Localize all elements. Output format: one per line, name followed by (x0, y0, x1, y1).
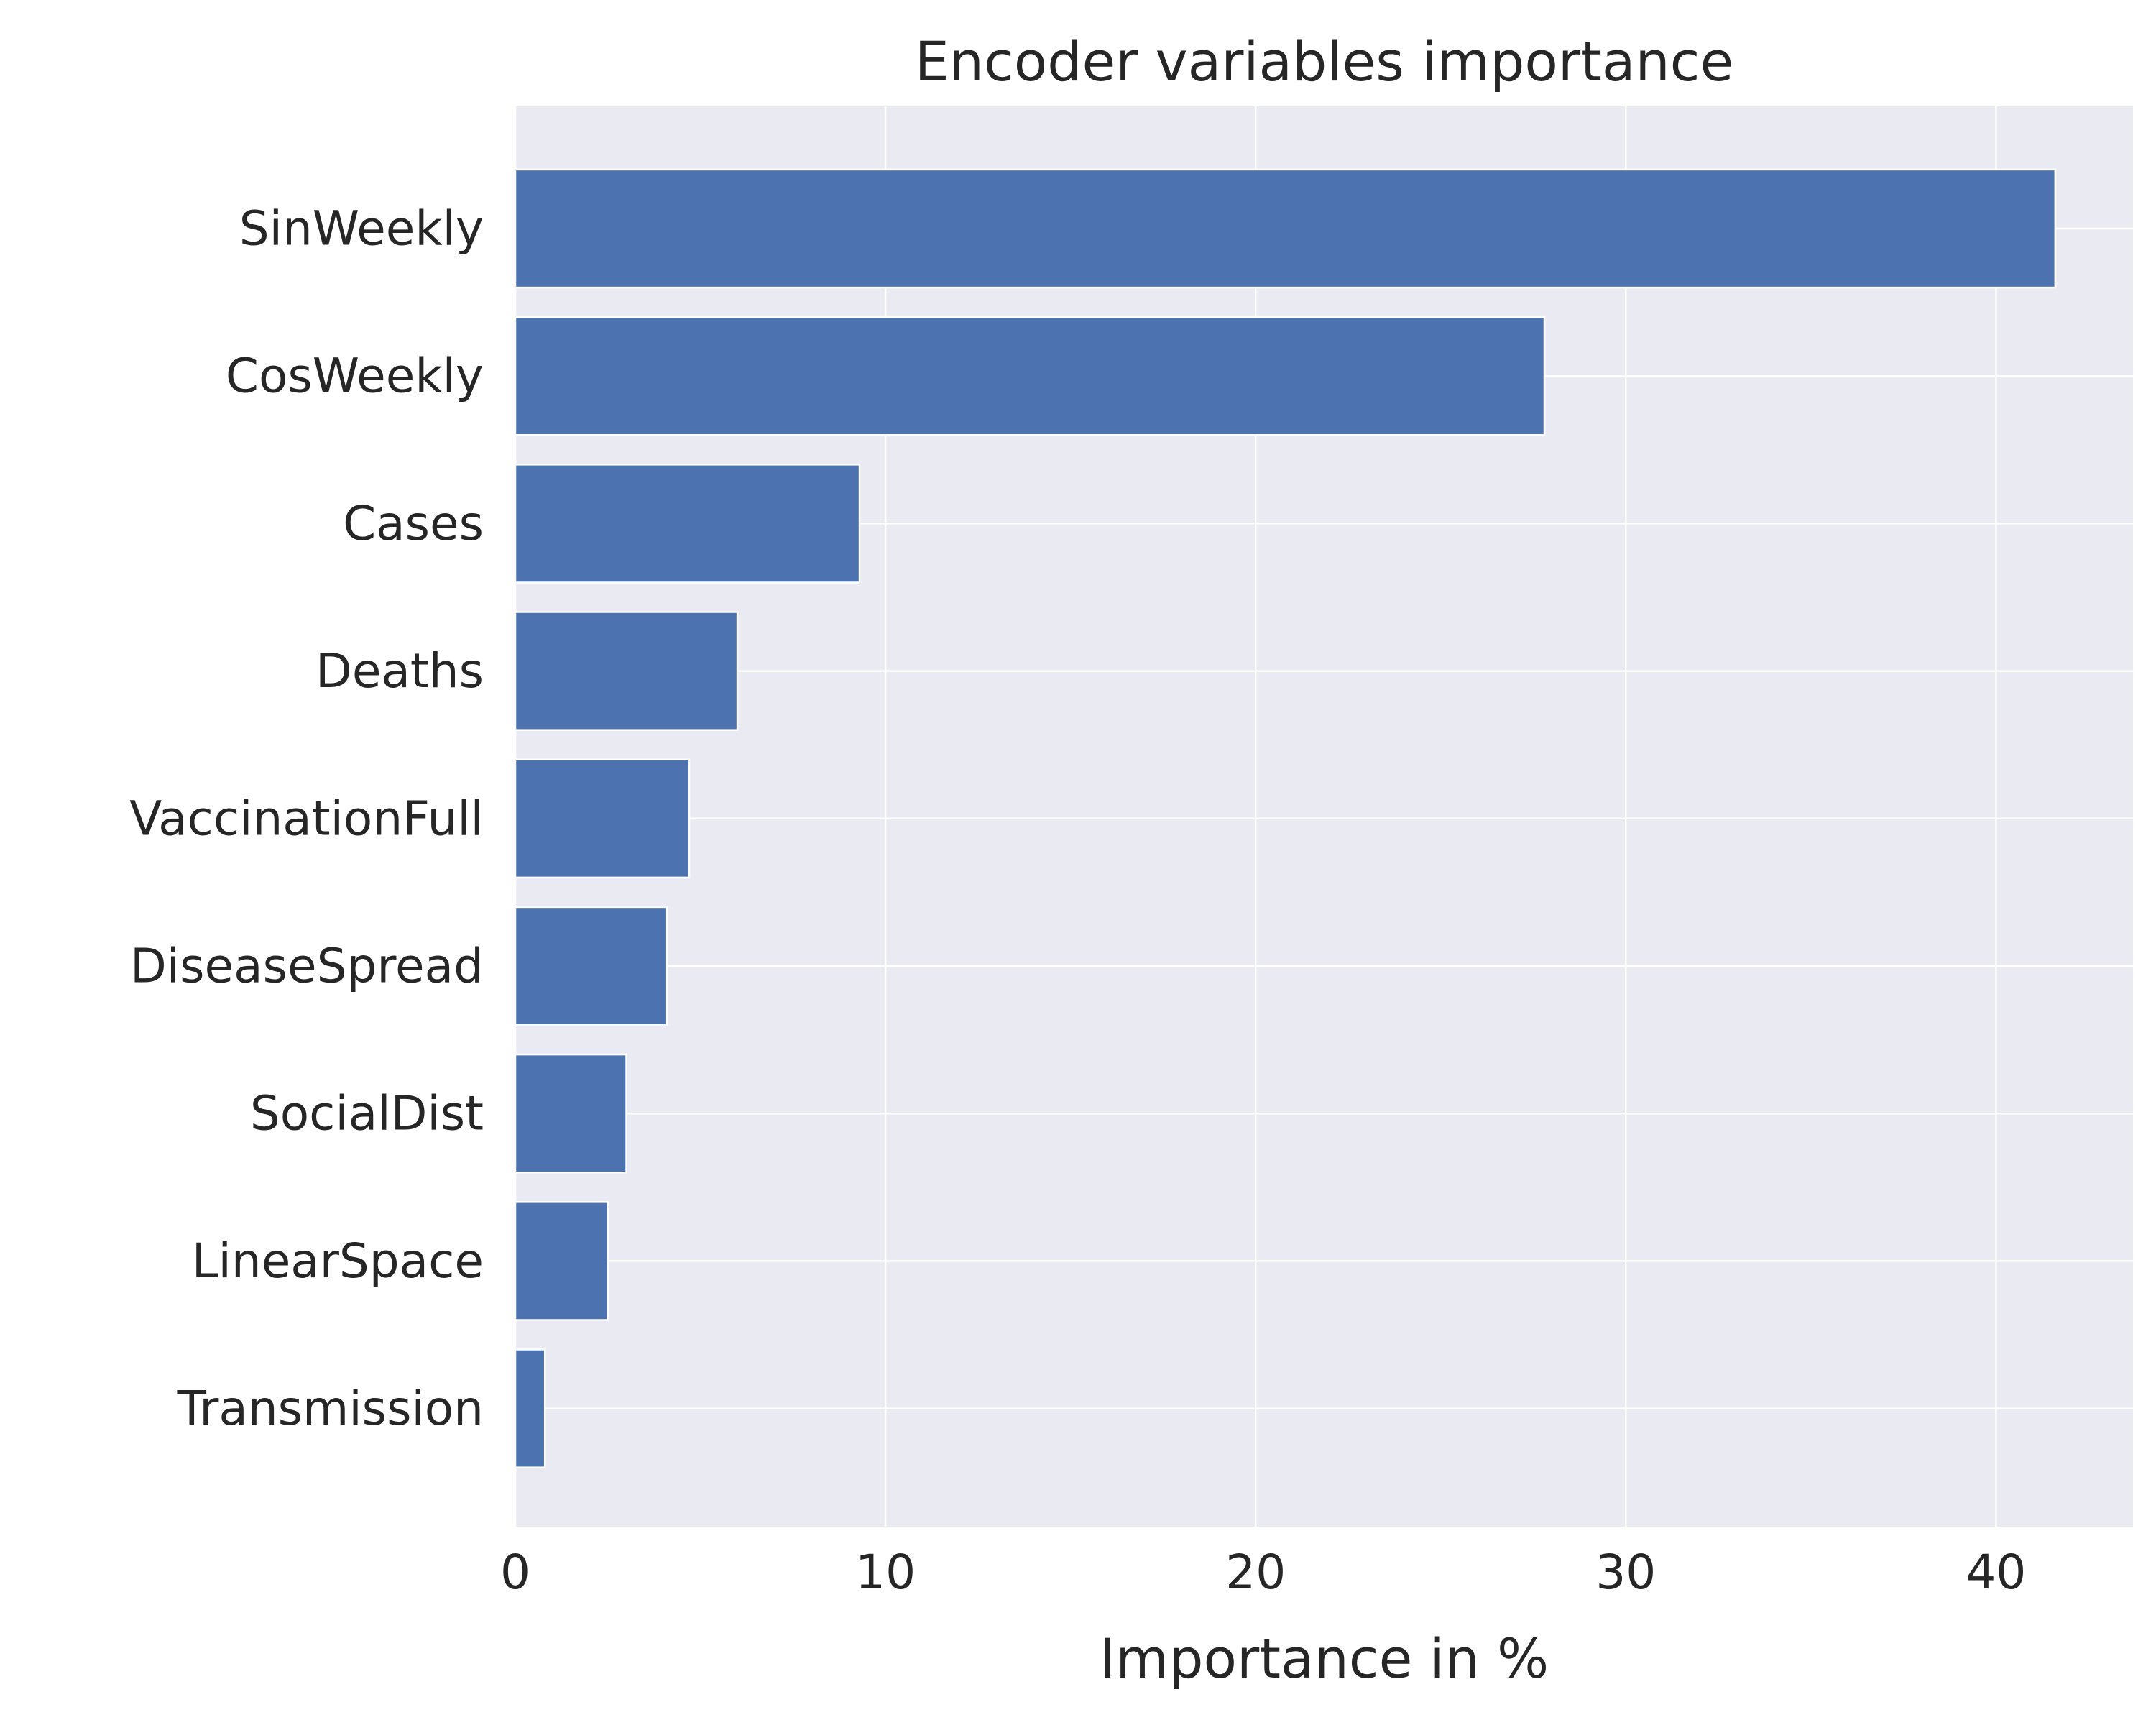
x-tick-labels: 0 10 20 30 40 (500, 1545, 2026, 1600)
y-tick-labels: SinWeekly CosWeekly Cases Deaths Vaccination… (129, 201, 484, 1437)
chart-title: Encoder variables importance (915, 29, 1733, 93)
x-tick-label: 0 (500, 1545, 530, 1600)
y-tick-label: Deaths (315, 643, 484, 699)
bar-cases (514, 464, 861, 584)
bar-diseasespread (514, 906, 668, 1026)
bars (514, 168, 2057, 1468)
x-tick-label: 10 (855, 1545, 916, 1600)
bar-cosweekly (514, 316, 1546, 436)
bar-socialdist (514, 1053, 627, 1174)
y-tick-label: Transmission (177, 1381, 484, 1436)
y-tick-label: CosWeekly (226, 349, 484, 404)
y-tick-label: LinearSpace (192, 1233, 484, 1289)
y-tick-label: SocialDist (250, 1086, 484, 1141)
x-tick-label: 40 (1966, 1545, 2026, 1600)
bar-vaccinationfull (514, 758, 691, 879)
bar-sinweekly (514, 168, 2057, 289)
bar-transmission (514, 1348, 546, 1468)
y-tick-label: DiseaseSpread (130, 939, 484, 994)
x-axis-label: Importance in % (1100, 1627, 1549, 1690)
bar-linearspace (514, 1201, 609, 1321)
y-tick-label: SinWeekly (239, 201, 484, 257)
x-tick-label: 20 (1225, 1545, 1286, 1600)
y-tick-label: VaccinationFull (129, 791, 484, 846)
bar-deaths (514, 611, 739, 731)
y-tick-label: Cases (343, 496, 484, 551)
x-tick-label: 30 (1595, 1545, 1656, 1600)
